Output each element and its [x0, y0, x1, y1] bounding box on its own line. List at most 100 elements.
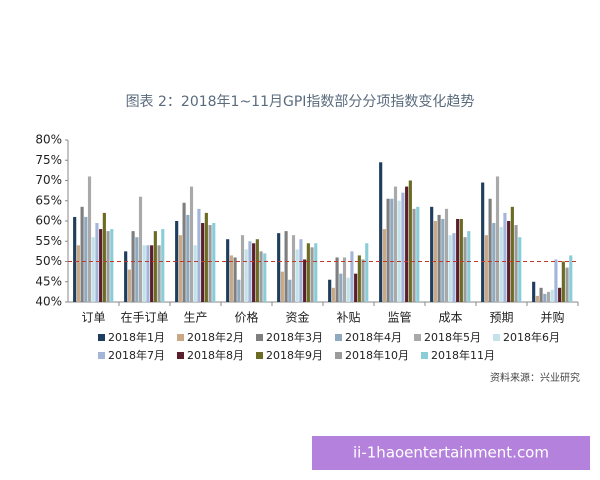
- bar: [233, 257, 237, 302]
- bar: [197, 208, 201, 302]
- bar: [314, 243, 318, 302]
- y-tick-label: 50%: [35, 254, 62, 268]
- bar: [535, 295, 539, 302]
- bar: [110, 229, 114, 302]
- x-tick-label: 监管: [387, 310, 411, 325]
- bar: [365, 243, 369, 302]
- bar: [565, 267, 569, 302]
- bar: [514, 225, 518, 302]
- y-tick-label: 45%: [35, 274, 62, 288]
- bar: [441, 218, 445, 302]
- bar: [161, 229, 165, 302]
- y-tick-label: 70%: [35, 173, 62, 187]
- bar: [507, 221, 511, 302]
- bar: [135, 237, 139, 302]
- bar: [76, 245, 80, 302]
- bar: [550, 289, 554, 302]
- bar: [518, 237, 522, 302]
- bar: [467, 231, 471, 302]
- legend-swatch: [98, 334, 105, 341]
- bar: [146, 245, 150, 302]
- legend-swatch: [177, 334, 184, 341]
- bar: [408, 180, 412, 302]
- bar: [204, 212, 208, 302]
- bar: [157, 245, 161, 302]
- bar: [412, 208, 416, 302]
- y-tick-label: 75%: [35, 153, 62, 167]
- bar: [284, 231, 288, 302]
- bar: [131, 231, 135, 302]
- bar: [361, 259, 365, 302]
- bar: [558, 287, 562, 302]
- bar: [178, 235, 182, 302]
- y-tick-label: 65%: [35, 193, 62, 207]
- bar: [492, 223, 496, 302]
- bar: [331, 287, 335, 302]
- bar: [212, 223, 216, 302]
- bar: [73, 216, 77, 302]
- bar: [150, 245, 154, 302]
- bar: [499, 227, 503, 302]
- bar: [437, 214, 441, 302]
- bar: [87, 176, 92, 302]
- bar: [91, 237, 95, 302]
- bar: [561, 261, 565, 302]
- legend-swatch: [256, 334, 263, 341]
- x-tick-label: 价格: [234, 310, 258, 325]
- bar: [401, 192, 405, 302]
- y-tick-label: 60%: [35, 214, 62, 228]
- bar: [102, 212, 106, 302]
- bar: [346, 277, 350, 302]
- x-tick-label: 资金: [285, 310, 309, 325]
- legend-label: 2018年7月: [108, 348, 165, 362]
- legend-swatch: [177, 352, 184, 359]
- bar: [263, 253, 267, 302]
- bar: [382, 229, 386, 302]
- bar: [543, 293, 547, 302]
- bar: [201, 223, 205, 302]
- x-tick-label: 补贴: [336, 311, 360, 325]
- bar: [342, 257, 347, 302]
- legend-label: 2018年3月: [266, 330, 323, 344]
- bar: [229, 255, 233, 302]
- bar: [444, 208, 449, 302]
- bar: [503, 212, 507, 302]
- bar: [237, 279, 241, 302]
- bar: [405, 186, 409, 302]
- bar: [186, 214, 190, 302]
- x-tick-label: 并购: [540, 310, 564, 325]
- bar: [448, 235, 452, 302]
- bar: [484, 235, 488, 302]
- legend-label: 2018年5月: [424, 330, 481, 344]
- bar: [339, 273, 343, 302]
- bar: [259, 251, 263, 302]
- legend-label: 2018年2月: [187, 330, 244, 344]
- x-tick-label: 预期: [489, 311, 513, 325]
- bar: [416, 206, 420, 302]
- bar: [554, 259, 558, 302]
- bar: [306, 243, 310, 302]
- bar: [288, 279, 292, 302]
- legend-swatch: [335, 334, 342, 341]
- chart-title: 图表 2：2018年1~11月GPI指数部分分项指数变化趋势: [126, 94, 475, 110]
- y-tick-label: 55%: [35, 234, 62, 248]
- bar: [390, 198, 394, 302]
- bar: [328, 279, 332, 302]
- legend-swatch: [421, 352, 428, 359]
- bar: [182, 202, 186, 302]
- bar: [80, 206, 84, 302]
- bar: [495, 176, 500, 302]
- bar: [481, 182, 485, 302]
- bar: [84, 216, 88, 302]
- bar: [248, 241, 252, 302]
- bar: [280, 271, 284, 302]
- bar: [255, 239, 259, 302]
- legend-label: 2018年6月: [503, 330, 560, 344]
- watermark-box: [312, 436, 590, 470]
- bar: [379, 162, 383, 302]
- bar: [350, 251, 354, 302]
- bar: [226, 239, 230, 302]
- bar: [295, 249, 299, 302]
- bar: [397, 200, 401, 302]
- bar: [393, 186, 398, 302]
